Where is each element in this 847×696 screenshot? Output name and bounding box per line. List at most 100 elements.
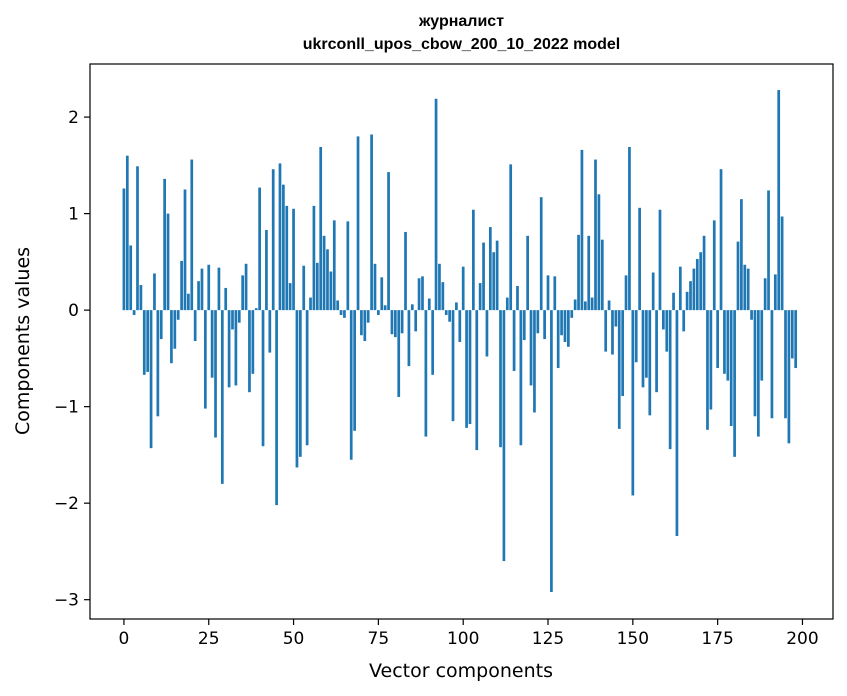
bar-89 — [424, 310, 428, 437]
y-tick-label: −1 — [54, 398, 79, 418]
bar-49 — [288, 283, 292, 311]
bar-130 — [563, 310, 567, 342]
bar-33 — [234, 310, 238, 386]
bar-173 — [709, 310, 713, 410]
bar-164 — [678, 266, 682, 311]
plot-area-frame — [89, 63, 834, 620]
bar-186 — [753, 310, 757, 417]
bar-170 — [699, 252, 703, 311]
y-axis-label: Components values — [12, 247, 34, 435]
bar-122 — [536, 310, 540, 334]
bar-27 — [214, 310, 217, 438]
bar-96 — [448, 310, 451, 322]
bar-125 — [546, 275, 550, 311]
bar-108 — [488, 227, 492, 311]
bar-24 — [203, 310, 207, 409]
bar-54 — [305, 310, 309, 446]
bar-88 — [421, 276, 424, 311]
bar-160 — [665, 310, 669, 352]
bar-6 — [142, 310, 146, 375]
bar-28 — [217, 267, 221, 311]
bar-166 — [685, 291, 689, 311]
bar-39 — [254, 308, 258, 311]
bar-159 — [662, 310, 665, 330]
y-tick-label: 1 — [68, 205, 79, 225]
bar-99 — [458, 310, 462, 342]
bar-32 — [231, 310, 234, 330]
bar-94 — [441, 282, 445, 311]
bar-51 — [295, 310, 299, 468]
bar-19 — [187, 293, 190, 311]
bar-144 — [611, 310, 614, 355]
bar-23 — [200, 268, 204, 311]
bar-197 — [790, 310, 794, 359]
bar-147 — [621, 310, 625, 397]
bar-44 — [271, 169, 275, 311]
bar-155 — [648, 310, 652, 416]
x-axis-label: Vector components — [369, 660, 553, 682]
bar-93 — [438, 263, 441, 311]
bar-113 — [505, 297, 509, 311]
bar-181 — [736, 241, 740, 311]
bar-154 — [645, 310, 648, 378]
bar-161 — [668, 310, 672, 450]
bar-11 — [159, 310, 163, 340]
bar-121 — [533, 310, 536, 413]
bar-71 — [363, 310, 367, 342]
bar-29 — [220, 310, 224, 484]
bar-31 — [227, 310, 231, 388]
bar-69 — [356, 136, 360, 311]
bar-128 — [556, 310, 560, 369]
x-tick-label: 0 — [119, 629, 130, 649]
bar-1 — [125, 155, 129, 311]
bar-168 — [692, 268, 696, 311]
bar-171 — [702, 235, 706, 311]
bar-111 — [499, 310, 502, 448]
bar-124 — [543, 310, 546, 340]
x-tick-label: 200 — [786, 629, 818, 649]
bar-65 — [343, 310, 346, 318]
bar-9 — [153, 273, 156, 311]
bar-195 — [784, 310, 787, 419]
bar-163 — [675, 310, 679, 536]
bar-46 — [278, 163, 282, 311]
bar-133 — [573, 299, 577, 311]
bar-38 — [251, 310, 255, 374]
bar-102 — [468, 310, 472, 425]
bar-82 — [400, 310, 404, 334]
bar-148 — [624, 275, 628, 311]
bar-64 — [339, 310, 343, 315]
bar-106 — [482, 242, 485, 311]
bar-172 — [706, 310, 709, 430]
y-tick-label: −3 — [54, 591, 79, 611]
bar-179 — [729, 310, 733, 426]
bar-75 — [377, 310, 380, 315]
bar-53 — [302, 265, 306, 311]
bar-175 — [716, 310, 719, 369]
bar-72 — [366, 310, 370, 323]
bar-58 — [319, 147, 323, 311]
bar-78 — [387, 172, 390, 311]
bar-138 — [590, 297, 594, 311]
bar-151 — [634, 310, 638, 363]
bar-145 — [614, 310, 618, 327]
bar-17 — [180, 260, 183, 311]
bar-74 — [373, 263, 377, 311]
bar-80 — [393, 310, 397, 338]
y-tick-label: 0 — [68, 301, 79, 321]
bar-188 — [760, 310, 764, 381]
bar-142 — [604, 310, 608, 352]
bar-105 — [478, 283, 482, 311]
bar-66 — [346, 221, 350, 311]
bar-50 — [292, 208, 295, 311]
bar-178 — [726, 310, 730, 381]
bar-37 — [248, 310, 251, 393]
bar-8 — [149, 310, 153, 449]
bar-177 — [723, 310, 726, 374]
bar-47 — [282, 184, 285, 311]
bar-95 — [444, 310, 448, 315]
bar-132 — [570, 310, 574, 318]
bar-26 — [210, 310, 214, 378]
bar-104 — [475, 310, 479, 451]
bar-185 — [750, 310, 753, 320]
